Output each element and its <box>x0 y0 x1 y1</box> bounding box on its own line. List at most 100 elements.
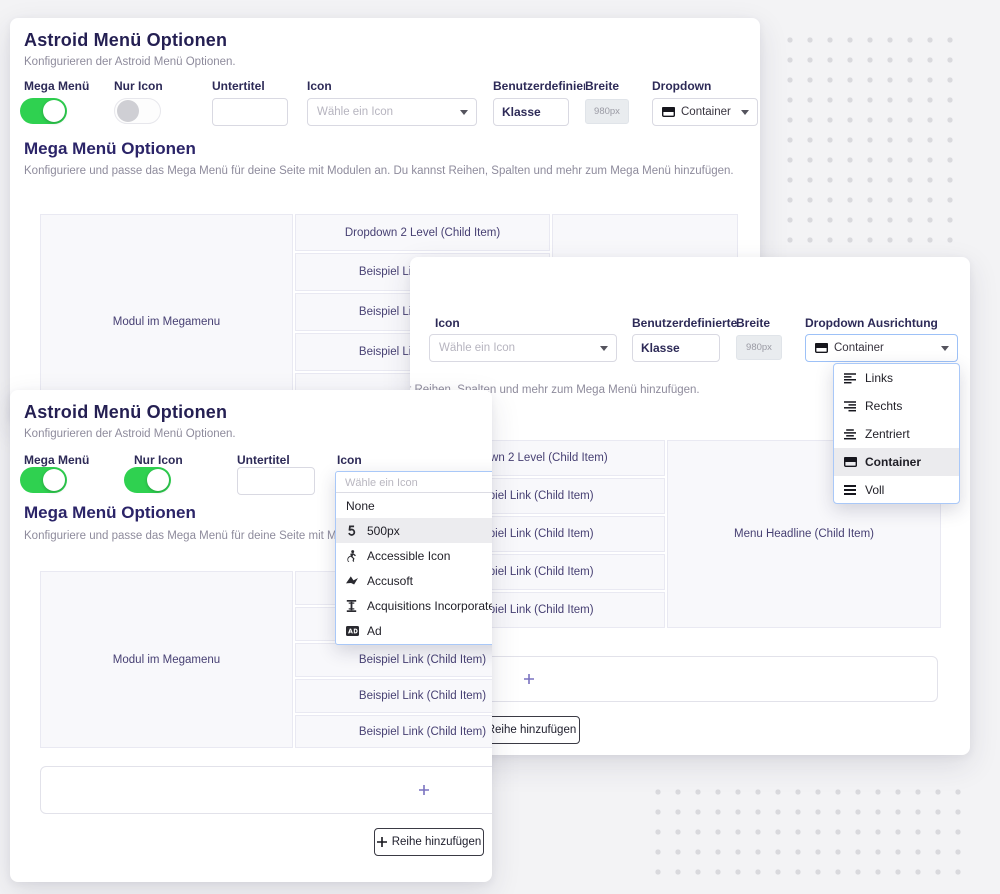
menu-option-links[interactable]: Links <box>834 364 959 392</box>
custom-class-input[interactable]: Klasse <box>632 334 720 362</box>
toggle-knob <box>43 100 65 122</box>
icon-option-accusoft[interactable]: Accusoft <box>336 568 492 593</box>
module-cell[interactable]: Modul im Megamenu <box>40 214 293 422</box>
dot-pattern-top-right <box>780 30 960 245</box>
dot-pattern-bottom-right <box>648 782 966 877</box>
panel-menu-options-bottom: Astroid Menü Optionen Konfigurieren der … <box>10 390 492 882</box>
align-justify-icon <box>844 485 860 495</box>
caret-down-icon <box>600 346 608 351</box>
nur-icon-label: Nur Icon <box>134 453 183 467</box>
mega-menu-label: Mega Menü <box>24 79 90 93</box>
custom-class-input[interactable]: Klasse <box>493 98 569 126</box>
custom-class-label: Benutzerdefinierte <box>493 79 585 93</box>
toggle-knob <box>43 469 65 491</box>
icon-option-label: Accusoft <box>367 573 414 588</box>
breite-input-disabled: 980px <box>736 335 782 360</box>
untertitel-input[interactable] <box>212 98 288 126</box>
icon-select-placeholder: Wähle ein Icon <box>439 342 516 354</box>
section-title: Mega Menü Optionen <box>24 503 196 522</box>
menu-option-zentriert[interactable]: Zentriert <box>834 420 959 448</box>
mega-menu-label: Mega Menü <box>24 453 90 467</box>
nur-icon-label: Nur Icon <box>114 79 163 93</box>
breite-label: Breite <box>736 316 771 330</box>
icon-label: Icon <box>435 316 460 330</box>
nur-icon-toggle[interactable] <box>114 98 161 124</box>
dropdown-alignment-label: Dropdown Ausrichtung <box>805 316 938 330</box>
module-cell[interactable]: Modul im Megamenu <box>40 571 293 748</box>
menu-option-label: Rechts <box>865 399 903 413</box>
caret-down-icon <box>460 110 468 115</box>
icon-search-input[interactable]: Wähle ein Icon <box>336 472 492 493</box>
mega-menu-toggle[interactable] <box>20 98 67 124</box>
toggle-knob <box>117 100 139 122</box>
menu-option-rechts[interactable]: Rechts <box>834 392 959 420</box>
icon-dropdown-menu: Wähle ein Icon None 500px Accessible Ico… <box>335 471 492 645</box>
icon-option-none[interactable]: None <box>336 493 492 518</box>
icon-option-label: 500px <box>367 523 400 538</box>
page-title: Astroid Menü Optionen <box>24 402 228 422</box>
menu-option-label: Container <box>865 455 922 469</box>
untertitel-input[interactable] <box>237 467 315 495</box>
untertitel-label: Untertitel <box>237 453 290 467</box>
icon-option-label: Ad <box>367 623 382 638</box>
dropdown-alignment-value: Container <box>834 342 884 354</box>
icon-option-500px[interactable]: 500px <box>336 518 492 543</box>
icon-select-placeholder: Wähle ein Icon <box>317 106 394 118</box>
500px-icon <box>346 525 362 536</box>
add-row-button[interactable]: Reihe hinzufügen <box>374 828 484 856</box>
dropdown-label: Dropdown <box>652 79 712 93</box>
icon-option-ad[interactable]: Ad <box>336 618 492 643</box>
breite-input-disabled: 980px <box>585 99 629 124</box>
icon-select[interactable]: Wähle ein Icon <box>307 98 477 126</box>
container-icon <box>814 342 829 354</box>
alignment-dropdown-menu: Links Rechts Zentriert Container Voll <box>833 363 960 504</box>
container-icon <box>844 457 860 467</box>
icon-label: Icon <box>337 453 362 467</box>
align-right-icon <box>844 400 860 412</box>
menu-option-label: Links <box>865 371 894 385</box>
menu-option-container[interactable]: Container <box>834 448 959 476</box>
dropdown-select-value: Container <box>681 106 731 118</box>
plus-icon <box>524 674 534 684</box>
page-subtitle: Konfigurieren der Astroid Menü Optionen. <box>24 56 236 68</box>
accessible-icon <box>346 549 362 562</box>
add-row-button-label: Reihe hinzufügen <box>391 836 482 848</box>
ad-icon <box>346 625 362 636</box>
section-title: Mega Menü Optionen <box>24 139 196 158</box>
menu-option-voll[interactable]: Voll <box>834 476 959 504</box>
plus-icon <box>419 785 429 795</box>
dropdown-select[interactable]: Container <box>652 98 758 126</box>
icon-option-acquisitions-incorporated[interactable]: Acquisitions Incorporated <box>336 593 492 618</box>
icon-option-label: Accessible Icon <box>367 548 451 563</box>
icon-label: Icon <box>307 79 332 93</box>
container-icon <box>661 106 676 118</box>
page-subtitle: Konfigurieren der Astroid Menü Optionen. <box>24 428 236 440</box>
menu-item-cell[interactable]: Beispiel Link (Child Item) <box>295 643 492 677</box>
add-column-box[interactable] <box>40 766 492 814</box>
caret-down-icon <box>941 346 949 351</box>
menu-item-cell[interactable]: Beispiel Link (Child Item) <box>295 679 492 713</box>
add-column-box[interactable] <box>410 656 938 702</box>
section-description: Konfiguriere und passe das Mega Menü für… <box>24 165 734 177</box>
menu-item-cell[interactable]: Beispiel Link (Child Item) <box>295 715 492 748</box>
acquisitions-incorporated-icon <box>346 599 362 612</box>
dropdown-alignment-select[interactable]: Container <box>805 334 958 362</box>
nur-icon-toggle[interactable] <box>124 467 171 493</box>
menu-item-cell[interactable]: Dropdown 2 Level (Child Item) <box>295 214 550 251</box>
icon-select[interactable]: Wähle ein Icon <box>429 334 617 362</box>
untertitel-label: Untertitel <box>212 79 265 93</box>
plus-icon <box>376 837 387 847</box>
add-row-button-label: Reihe hinzufügen <box>486 724 577 736</box>
icon-option-accessible-icon[interactable]: Accessible Icon <box>336 543 492 568</box>
panel-menu-options-middle: Icon Benutzerdefinierte Breite Dropdown … <box>410 257 970 755</box>
align-center-icon <box>844 428 860 440</box>
custom-class-label: Benutzerdefinierte <box>632 316 738 330</box>
mega-menu-toggle[interactable] <box>20 467 67 493</box>
menu-option-label: Voll <box>865 483 885 497</box>
menu-option-label: Zentriert <box>865 427 910 441</box>
caret-down-icon <box>741 110 749 115</box>
page-title: Astroid Menü Optionen <box>24 30 228 50</box>
icon-option-label: None <box>346 498 375 513</box>
icon-option-label: Acquisitions Incorporated <box>367 598 492 613</box>
